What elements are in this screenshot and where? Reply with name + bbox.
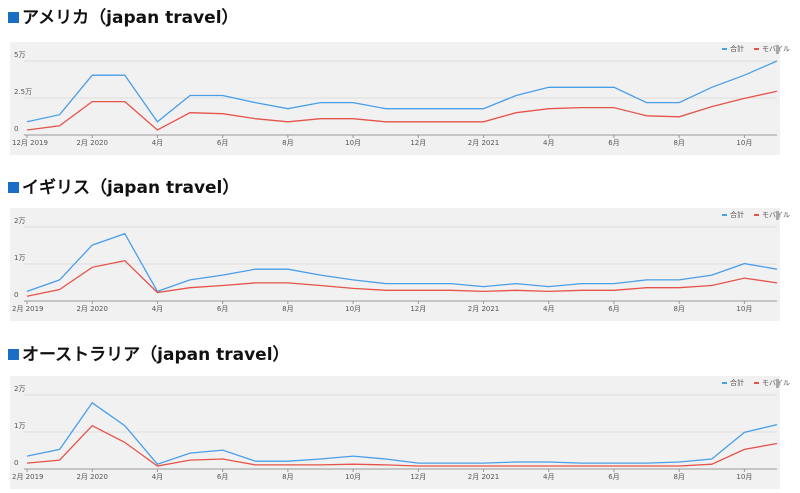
scrollbar <box>776 211 779 220</box>
x-tick-label: 6月 <box>608 473 619 481</box>
legend-label: 合計 <box>730 210 744 219</box>
x-tick-label: 12月 <box>410 473 426 481</box>
x-tick-label: 6月 <box>217 139 228 147</box>
y-tick-label: 2万 <box>14 385 25 393</box>
x-tick-label: 4月 <box>543 139 554 147</box>
chart-title: オーストラリア（japan travel） <box>22 344 290 365</box>
chart-title: アメリカ（japan travel） <box>22 7 239 28</box>
x-tick-label: 2月 2020 <box>76 139 108 147</box>
x-tick-label: 8月 <box>673 305 684 313</box>
scrollbar <box>776 379 779 388</box>
chart-title: イギリス（japan travel） <box>22 177 239 198</box>
x-tick-label: 2月 2021 <box>468 139 500 147</box>
series-line <box>26 424 778 467</box>
x-tick-label: 12月 2019 <box>12 139 48 147</box>
x-tick-label: 4月 <box>543 305 554 313</box>
x-tick-label: 2月 2020 <box>76 305 108 313</box>
x-tick-label: 2月 2019 <box>12 473 44 481</box>
x-tick-label: 8月 <box>673 473 684 481</box>
x-tick-label: 6月 <box>217 305 228 313</box>
x-tick-label: 10月 <box>345 305 361 313</box>
series-line <box>26 90 778 131</box>
y-tick-label: 5万 <box>14 51 25 59</box>
legend-label: 合計 <box>730 378 744 387</box>
x-tick-label: 4月 <box>152 139 163 147</box>
x-tick-label: 4月 <box>543 473 554 481</box>
y-tick-label: 2.5万 <box>14 88 32 96</box>
x-tick-label: 8月 <box>282 305 293 313</box>
x-tick-label: 6月 <box>217 473 228 481</box>
x-tick-label: 12月 <box>410 139 426 147</box>
series-line <box>26 232 778 293</box>
y-tick-label: 1万 <box>14 422 25 430</box>
x-tick-label: 10月 <box>736 305 752 313</box>
title-marker <box>8 349 19 360</box>
x-tick-label: 4月 <box>152 473 163 481</box>
x-tick-label: 2月 2021 <box>468 305 500 313</box>
y-tick-label: 2万 <box>14 217 25 225</box>
x-tick-label: 10月 <box>345 139 361 147</box>
y-tick-label: 0 <box>14 125 18 133</box>
legend-label: 合計 <box>730 44 744 53</box>
series-line <box>26 259 778 297</box>
x-tick-label: 6月 <box>608 305 619 313</box>
title-marker <box>8 182 19 193</box>
y-tick-label: 1万 <box>14 254 25 262</box>
x-tick-label: 4月 <box>152 305 163 313</box>
x-tick-label: 2月 2020 <box>76 473 108 481</box>
scrollbar <box>776 45 779 54</box>
x-tick-label: 10月 <box>736 139 752 147</box>
x-tick-label: 6月 <box>608 139 619 147</box>
series-line <box>26 60 778 123</box>
x-tick-label: 2月 2019 <box>12 305 44 313</box>
x-tick-label: 2月 2021 <box>468 473 500 481</box>
x-tick-label: 8月 <box>282 139 293 147</box>
x-tick-label: 8月 <box>282 473 293 481</box>
x-tick-label: 8月 <box>673 139 684 147</box>
x-tick-label: 10月 <box>736 473 752 481</box>
x-tick-label: 12月 <box>410 305 426 313</box>
y-tick-label: 0 <box>14 291 18 299</box>
y-tick-label: 0 <box>14 459 18 467</box>
series-line <box>26 401 778 465</box>
x-tick-label: 10月 <box>345 473 361 481</box>
title-marker <box>8 12 19 23</box>
